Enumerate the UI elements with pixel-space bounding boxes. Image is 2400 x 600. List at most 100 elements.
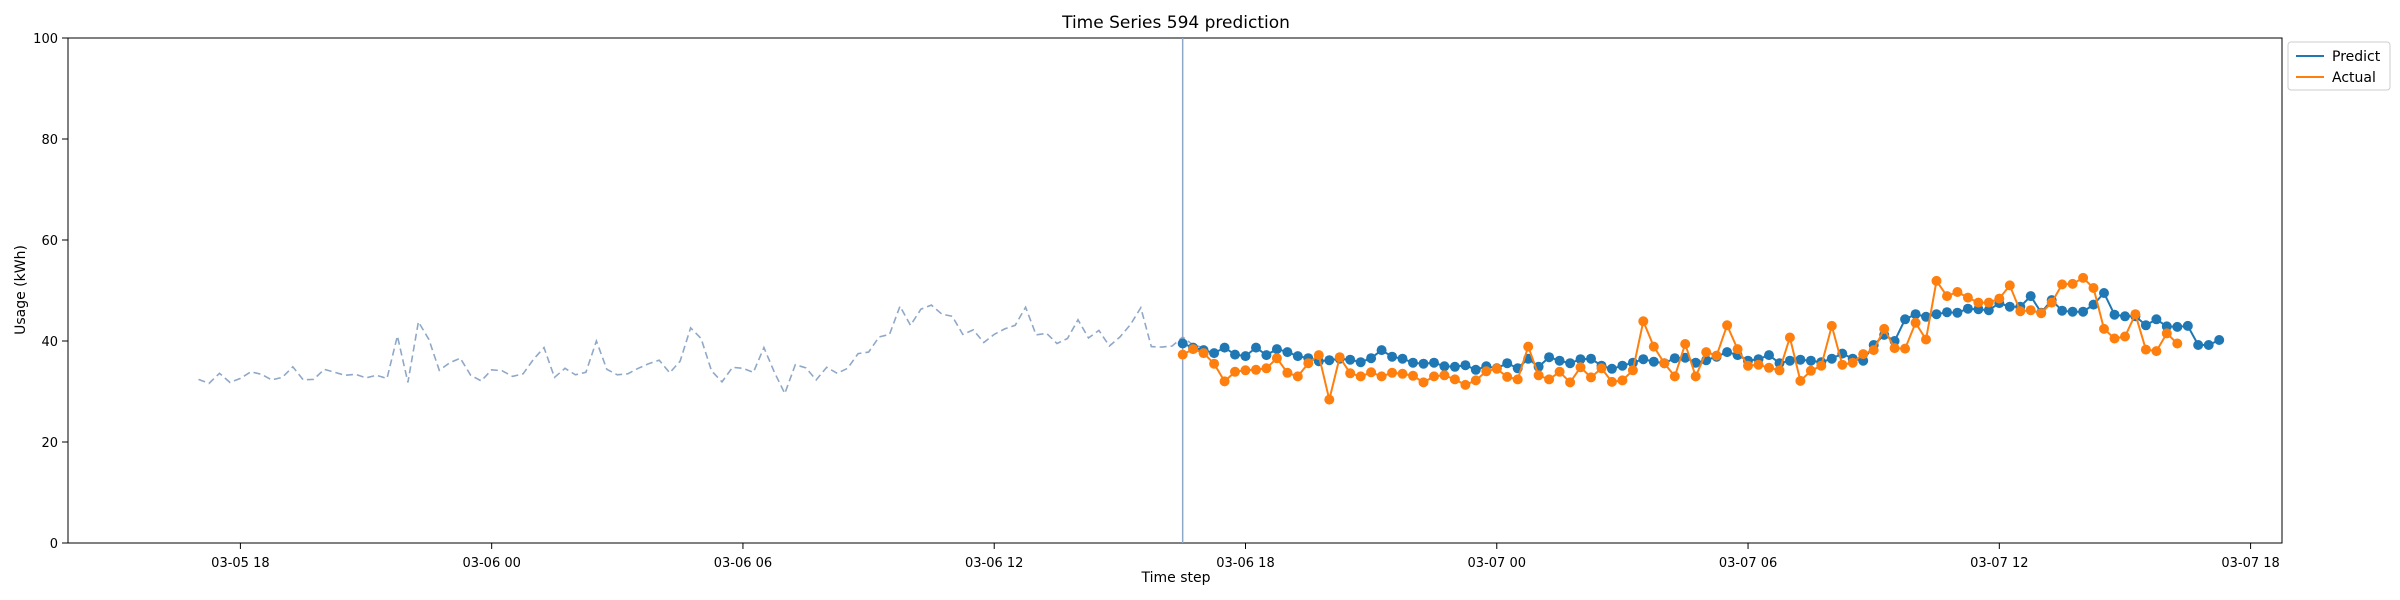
actual-point	[1439, 370, 1450, 381]
actual-point	[1774, 365, 1785, 376]
x-tick-label: 03-06 00	[462, 556, 520, 571]
actual-point	[1219, 376, 1230, 387]
predict-point	[1586, 353, 1596, 364]
y-axis: 0 20 40 60 80 100	[33, 32, 68, 552]
actual-point	[1481, 366, 1492, 377]
actual-point	[1177, 349, 1188, 360]
predict-point	[1387, 351, 1398, 362]
actual-point	[1858, 349, 1869, 360]
actual-point	[2088, 283, 2099, 293]
actual-point	[1701, 347, 1712, 358]
actual-point	[1261, 363, 1272, 374]
predict-point	[1764, 350, 1774, 361]
actual-point	[1334, 352, 1345, 363]
predict-point	[1261, 350, 1272, 361]
actual-point	[1292, 371, 1303, 382]
actual-point	[1973, 297, 1984, 308]
actual-point	[1722, 320, 1733, 331]
actual-point	[1376, 371, 1387, 382]
actual-point	[1251, 364, 1261, 375]
actual-point	[2078, 272, 2089, 283]
predict-point	[1962, 303, 1973, 314]
predict-point	[1460, 360, 1471, 371]
actual-point	[1753, 359, 1764, 370]
actual-point	[1240, 365, 1251, 376]
actual-point	[1931, 275, 1942, 286]
predict-point	[1921, 311, 1931, 322]
plot-marks	[198, 38, 2225, 543]
actual-point	[2057, 279, 2068, 290]
predict-point	[2099, 288, 2109, 298]
actual-point	[1533, 370, 1544, 381]
chart-title: Time Series 594 prediction	[1061, 13, 1290, 33]
predict-point	[1177, 338, 1188, 349]
predict-point	[2140, 320, 2151, 331]
actual-point	[1282, 367, 1293, 378]
x-tick-label: 03-05 18	[211, 556, 269, 571]
actual-point	[1324, 394, 1335, 405]
actual-point	[1596, 363, 1607, 374]
actual-point	[1355, 371, 1366, 382]
predict-point	[1606, 363, 1617, 374]
actual-point	[1826, 320, 1837, 331]
predict-point	[1408, 357, 1418, 368]
actual-point	[1606, 376, 1617, 387]
actual-point	[1994, 293, 2005, 304]
actual-point	[1408, 370, 1418, 381]
predict-point	[1292, 351, 1303, 362]
actual-point	[1847, 357, 1858, 368]
actual-point	[1209, 358, 1220, 369]
predict-point	[1722, 347, 1733, 358]
predict-point	[1952, 307, 1963, 318]
y-tick-label: 0	[50, 537, 58, 552]
x-tick-label: 03-06 18	[1216, 556, 1274, 571]
x-tick-label: 03-07 06	[1719, 556, 1777, 571]
y-tick-label: 20	[41, 436, 58, 451]
actual-point	[1418, 377, 1429, 388]
actual-point	[1669, 371, 1680, 382]
predict-point	[1575, 354, 1586, 365]
actual-point	[1638, 316, 1649, 327]
predict-point	[1271, 344, 1282, 355]
predict-point	[1669, 353, 1680, 364]
predict-point	[1376, 345, 1387, 356]
predict-point	[1251, 342, 1261, 353]
actual-point	[1460, 379, 1471, 390]
actual-point	[1230, 366, 1240, 377]
predict-point	[2203, 340, 2214, 350]
predict-point	[1680, 352, 1691, 363]
predict-point	[1648, 356, 1659, 367]
legend: Predict Actual	[2287, 41, 2391, 91]
actual-point	[1962, 292, 1973, 303]
predict-point	[2214, 335, 2225, 345]
actual-point	[1198, 348, 1209, 359]
predict-point	[1366, 353, 1377, 364]
y-tick-label: 40	[41, 335, 58, 350]
predict-point	[1690, 357, 1701, 368]
actual-point	[1627, 365, 1638, 376]
actual-point	[1900, 343, 1911, 354]
actual-point	[1565, 377, 1576, 388]
predict-point	[1355, 357, 1366, 368]
predict-point	[1449, 361, 1460, 372]
actual-point	[1523, 341, 1534, 352]
actual-point	[2151, 346, 2162, 357]
actual-point	[1648, 341, 1659, 352]
actual-point	[1491, 363, 1502, 374]
actual-point	[1868, 345, 1879, 356]
actual-point	[1983, 297, 1994, 308]
predict-point	[2088, 299, 2099, 310]
actual-point	[1795, 375, 1806, 386]
predict-point	[1795, 354, 1806, 365]
x-tick-label: 03-07 18	[2221, 556, 2279, 571]
predict-point	[1638, 354, 1649, 365]
x-tick-label: 03-07 00	[1468, 556, 1526, 571]
actual-point	[1575, 362, 1586, 373]
predict-point	[1439, 361, 1450, 372]
actual-point	[1397, 368, 1408, 379]
actual-point	[1387, 367, 1398, 378]
actual-point	[1784, 332, 1795, 343]
predict-point	[2182, 320, 2193, 331]
x-tick-label: 03-07 12	[1970, 556, 2028, 571]
predict-point	[1565, 358, 1576, 369]
